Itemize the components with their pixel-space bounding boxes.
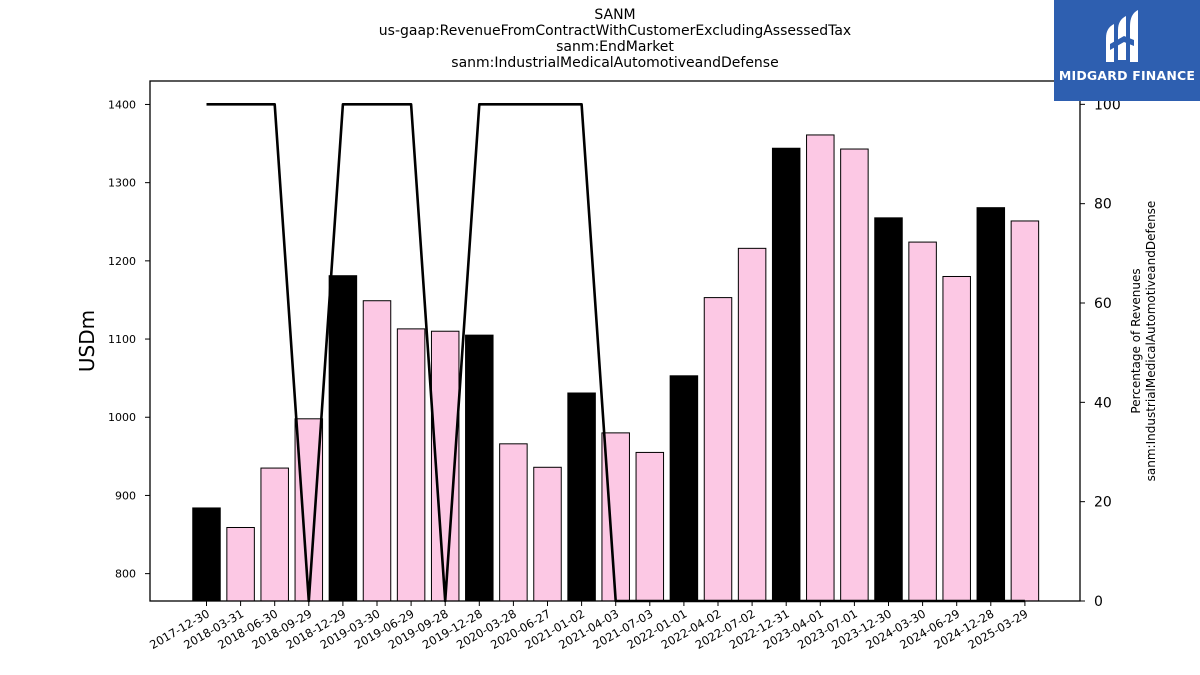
logo-mark-icon — [1106, 10, 1138, 62]
y2-tick-label: 0 — [1094, 594, 1103, 610]
y-tick-label: 1400 — [108, 98, 136, 111]
bar — [192, 507, 221, 602]
bar — [635, 451, 665, 602]
bar — [260, 467, 289, 602]
bar — [806, 134, 835, 602]
bar — [465, 334, 494, 602]
y-axis-label: USDm — [75, 310, 99, 372]
bar — [567, 392, 596, 602]
bar — [533, 466, 562, 602]
y-tick-label: 1100 — [108, 333, 136, 346]
y2-tick-label: 60 — [1094, 296, 1112, 312]
y-tick-label: 800 — [115, 568, 136, 581]
bar — [908, 241, 937, 602]
bar — [226, 526, 255, 602]
bar — [976, 207, 1006, 602]
plot-frame — [149, 80, 1081, 602]
title-axis: sanm:EndMarket — [556, 39, 674, 55]
y2-tick-label: 40 — [1094, 395, 1112, 411]
bar — [362, 300, 392, 602]
bar — [942, 275, 971, 602]
bar — [874, 217, 903, 602]
title-concept: us-gaap:RevenueFromContractWithCustomerE… — [378, 23, 852, 39]
bar — [499, 443, 528, 602]
y-tick-label: 1000 — [108, 411, 136, 424]
y-tick-label: 900 — [115, 489, 136, 502]
title-member: sanm:IndustrialMedicalAutomotiveandDefen… — [451, 55, 779, 71]
y2-tick-label: 80 — [1094, 197, 1112, 213]
bar — [669, 375, 699, 602]
bar — [328, 275, 358, 602]
y-tick-label: 1300 — [108, 177, 136, 190]
bar — [1010, 220, 1040, 602]
y2-axis-label: sanm:IndustrialMedicalAutomotiveandDefen… — [1144, 201, 1158, 482]
y-tick-label: 1200 — [108, 255, 136, 268]
bar — [737, 247, 767, 602]
bar — [396, 328, 426, 602]
y2-tick-label: 20 — [1094, 495, 1112, 511]
y2-tick-label: 100 — [1094, 97, 1121, 113]
y2-axis-label: Percentage of Revenues — [1129, 268, 1143, 413]
bar — [840, 148, 869, 602]
bar — [703, 297, 733, 602]
title-ticker: SANM — [594, 7, 636, 23]
midgard-finance-logo: MIDGARD FINANCE — [1054, 0, 1200, 101]
bar — [771, 147, 801, 602]
logo-text: MIDGARD FINANCE — [1058, 68, 1196, 83]
